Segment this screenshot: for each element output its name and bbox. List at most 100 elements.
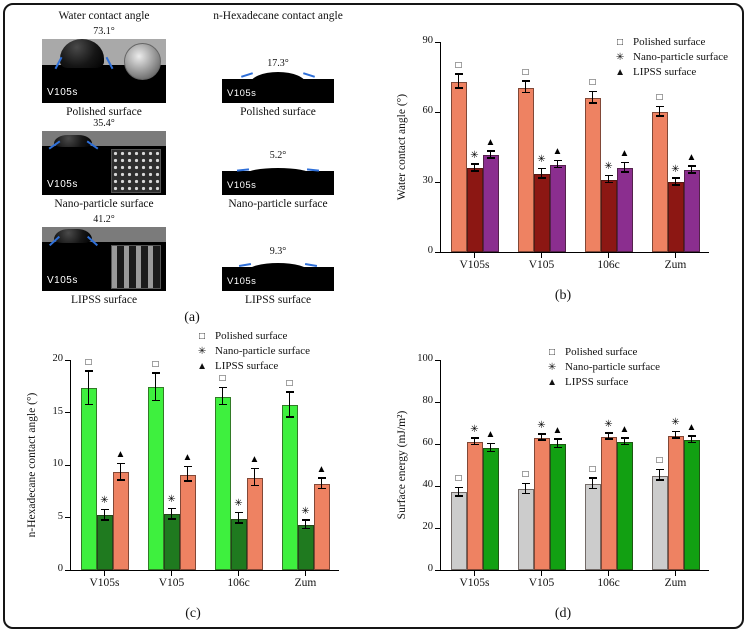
legend-label: Polished surface	[565, 346, 638, 358]
error-bar-cap	[301, 527, 310, 529]
bar	[466, 168, 483, 252]
bar	[96, 515, 113, 570]
x-tick	[305, 570, 306, 576]
bar	[533, 173, 550, 252]
error-bar-cap	[470, 170, 479, 172]
error-bar	[237, 513, 240, 524]
x-category-label: Zum	[294, 577, 317, 589]
bar	[584, 98, 601, 252]
error-bar-cap	[151, 399, 160, 401]
legend: □ Polished surface ✳ Nano-particle surface ▲…	[196, 330, 310, 372]
error-bar-cap	[470, 443, 479, 446]
bar	[517, 489, 534, 570]
photo-caption: Polished surface	[66, 106, 142, 118]
x-tick	[541, 252, 542, 258]
bar	[600, 179, 617, 252]
series-marker: □	[589, 77, 596, 89]
droplet-inset-image	[124, 43, 161, 80]
legend-marker: ✳	[547, 361, 557, 373]
hexadecane-droplet	[248, 263, 308, 271]
y-tick-label: 30	[422, 175, 434, 186]
x-category-label: V105s	[459, 259, 490, 271]
panel-a-columns: Water contact angle 73.1° V105s Polished…	[24, 8, 360, 306]
error-bar	[674, 432, 677, 439]
error-bar-cap	[470, 163, 479, 165]
error-bar-cap	[620, 443, 629, 446]
y-tick	[435, 41, 441, 43]
error-bar	[457, 488, 460, 497]
series-marker: □	[455, 59, 462, 71]
series-marker: ✳	[604, 418, 613, 430]
error-bar	[473, 438, 476, 446]
error-bar	[170, 509, 173, 520]
legend-label: LIPSS surface	[215, 360, 279, 372]
legend-item: ✳ Nano-particle surface	[196, 345, 310, 357]
y-tick-label: 20	[422, 521, 434, 532]
error-bar	[304, 520, 307, 529]
series-marker: ▲	[552, 146, 563, 157]
x-category-label: V105s	[89, 577, 120, 589]
bar	[651, 475, 668, 570]
y-tick	[435, 527, 441, 529]
nano-texture-inset	[111, 149, 161, 193]
error-bar-cap	[537, 167, 546, 170]
error-bar-cap	[486, 150, 495, 152]
error-bar	[658, 470, 661, 481]
legend-item: ✳ Nano-particle surface	[614, 51, 728, 63]
y-tick	[435, 359, 441, 361]
bar	[683, 439, 700, 570]
bar	[214, 396, 231, 570]
bar	[297, 524, 314, 570]
specimen-photo-hex-lipss: V105s	[222, 262, 334, 291]
water-droplet	[60, 39, 104, 68]
y-tick-label: 15	[52, 405, 64, 417]
hexadecane-polished-cell: 17.3° V105s Polished surface	[222, 26, 334, 118]
error-bar	[103, 510, 106, 521]
x-category-label: Zum	[664, 259, 687, 271]
legend-label: Nano-particle surface	[565, 361, 660, 373]
hexadecane-nano-cell: 5.2° V105s Nano-particle surface	[222, 118, 334, 210]
error-bar	[524, 483, 527, 495]
error-bar	[288, 392, 291, 418]
error-bar	[658, 107, 661, 117]
hexadecane-lipss-cell: 9.3° V105s LIPSS surface	[222, 210, 334, 306]
error-bar-cap	[234, 511, 243, 514]
y-tick	[435, 443, 441, 445]
error-bar-cap	[218, 386, 227, 389]
series-marker: ✳	[234, 498, 243, 510]
photo-caption: Polished surface	[240, 106, 316, 118]
legend-item: ✳ Nano-particle surface	[546, 361, 660, 373]
series-marker: ▲	[115, 448, 126, 460]
series-marker: □	[152, 358, 159, 370]
series-marker: ✳	[671, 163, 680, 175]
legend-label: Nano-particle surface	[215, 345, 310, 357]
error-bar-cap	[521, 482, 530, 484]
water-nano-cell: 35.4° V105s Nano-particle surface	[42, 118, 166, 210]
error-bar-cap	[100, 519, 109, 521]
specimen-photo-hex-nano: V105s	[222, 168, 334, 195]
angle-tangent-line	[238, 262, 252, 268]
y-axis-title: Surface energy (mJ/m²)	[396, 410, 408, 520]
hexadecane-column-header: n-Hexadecane contact angle	[213, 10, 343, 22]
error-bar	[320, 478, 323, 490]
bar	[683, 170, 700, 252]
series-marker: ▲	[485, 429, 496, 440]
x-tick	[238, 570, 239, 576]
series-marker: ▲	[619, 148, 630, 160]
angle-tangent-line	[306, 168, 320, 172]
angle-tangent-line	[304, 262, 318, 268]
error-bar-cap	[317, 487, 326, 490]
y-tick-label: 0	[427, 563, 433, 574]
photo-caption: Nano-particle surface	[228, 198, 328, 210]
error-bar-cap	[671, 431, 680, 433]
specimen-photo-hex-polished: V105s	[222, 72, 334, 103]
error-bar	[556, 161, 559, 168]
error-bar-cap	[655, 468, 664, 471]
legend-item: □ Polished surface	[614, 36, 728, 48]
error-bar-cap	[553, 438, 562, 440]
series-marker: □	[656, 455, 663, 467]
series-marker: ✳	[100, 495, 109, 507]
series-marker: □	[589, 463, 596, 475]
water-column-header: Water contact angle	[58, 10, 150, 22]
